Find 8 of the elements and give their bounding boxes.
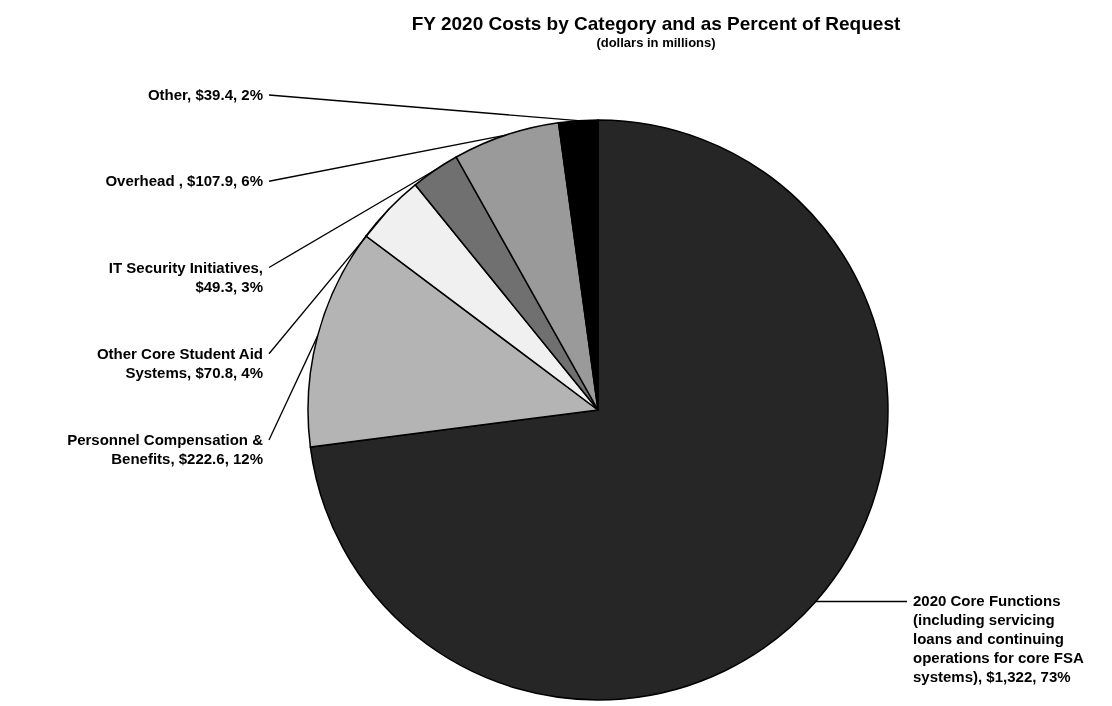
- slice-label: IT Security Initiatives, $49.3, 3%: [108, 258, 263, 295]
- chart-subtitle: (dollars in millions): [596, 35, 716, 50]
- slice-label: 2020 Core Functions (including servicing loans and continuing operations for core FSA systems), $1,322, 73%: [913, 592, 1085, 686]
- slice-label: Other, $39.4, 2%: [147, 86, 263, 103]
- slice-label: Personnel Compensation & Benefits, $222.6, 12%: [67, 431, 264, 467]
- slice-label: Other Core Student Aid Systems, $70.8, 4%: [96, 344, 263, 381]
- chart-title: FY 2020 Costs by Category and as Percent of Request: [411, 13, 901, 34]
- slice-label: Overhead , $107.9, 6%: [105, 172, 263, 190]
